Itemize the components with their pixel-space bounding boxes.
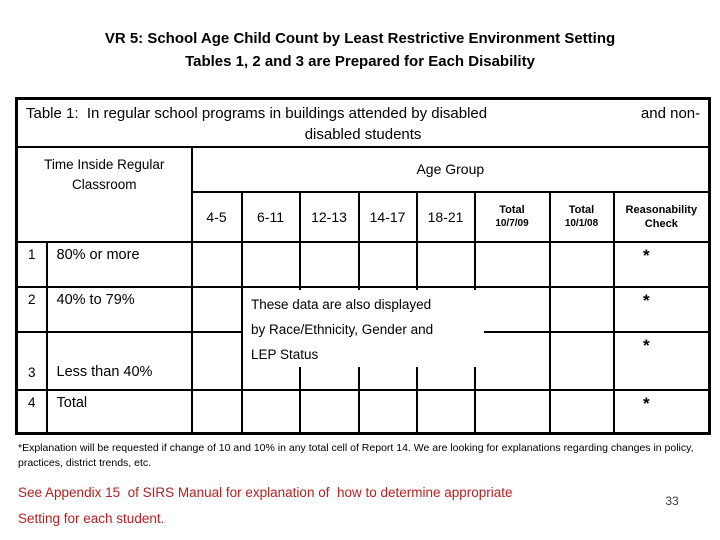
slide-title-line-1: VR 5: School Age Child Count by Least Re… xyxy=(104,30,616,47)
row-number: 1 xyxy=(15,240,48,288)
appendix-note: See Appendix 15 of SIRS Manual for expla… xyxy=(18,480,658,532)
row-axis-header: Time Inside Regular Classroom xyxy=(15,145,193,243)
data-cell-empty xyxy=(548,330,615,391)
data-cell-empty xyxy=(240,240,301,288)
col-header-total-current: Total 10/7/09 xyxy=(473,190,551,243)
data-cell-empty xyxy=(548,240,615,288)
data-cell-empty xyxy=(190,330,243,391)
col-header-4-5: 4-5 xyxy=(190,190,243,243)
row-label-less-than-40: Less than 40% xyxy=(45,330,193,391)
col-header-12-13: 12-13 xyxy=(298,190,360,243)
table-row: 4 Total * xyxy=(15,388,711,435)
row-number: 4 xyxy=(15,388,48,435)
row-number: 2 xyxy=(15,285,48,333)
reasonability-flag: * xyxy=(612,285,711,333)
col-header-14-17: 14-17 xyxy=(357,190,418,243)
overlay-note-race-ethnicity: These data are also displayed by Race/Et… xyxy=(243,290,484,367)
data-cell-empty xyxy=(357,240,418,288)
reasonability-flag: * xyxy=(612,388,711,435)
table-caption-left: Table 1: In regular school programs in b… xyxy=(26,105,488,122)
data-cell-empty xyxy=(548,285,615,333)
row-label-80-or-more: 80% or more xyxy=(45,240,193,288)
col-header-reasonability-check: Reasonability Check xyxy=(612,190,711,243)
data-cell-empty xyxy=(357,388,418,435)
overlay-note-line-3: LEP Status xyxy=(251,347,319,362)
data-cell-empty xyxy=(415,388,476,435)
data-cell-empty xyxy=(473,388,551,435)
appendix-note-line-2: Setting for each student. xyxy=(18,511,165,526)
col-header-total-prior: Total 10/1/08 xyxy=(548,190,615,243)
data-cell-empty xyxy=(190,240,243,288)
total-date: 10/7/09 xyxy=(495,217,529,229)
col-header-6-11: 6-11 xyxy=(240,190,301,243)
data-cell-empty xyxy=(548,388,615,435)
data-cell-empty xyxy=(415,240,476,288)
slide-title-line-2: Tables 1, 2 and 3 are Prepared for Each … xyxy=(185,53,535,70)
slide-title: VR 5: School Age Child Count by Least Re… xyxy=(0,27,720,73)
lre-table: Table 1: In regular school programs in b… xyxy=(15,97,712,435)
reasonability-flag: * xyxy=(612,330,711,391)
data-cell-empty xyxy=(240,388,301,435)
table-caption-line-1: Table 1: In regular school programs in b… xyxy=(26,103,700,124)
col-axis-header-age-group: Age Group xyxy=(190,145,711,193)
data-cell-empty xyxy=(473,330,551,391)
table-row: 1 80% or more * xyxy=(15,240,711,288)
table-caption-line-2: disabled students xyxy=(304,126,422,143)
data-cell-empty xyxy=(298,388,360,435)
appendix-note-line-1: See Appendix 15 of SIRS Manual for expla… xyxy=(18,485,513,500)
data-cell-empty xyxy=(473,285,551,333)
total-label: Total xyxy=(499,203,525,216)
table-caption-right: and non- xyxy=(640,105,701,122)
data-cell-empty xyxy=(298,240,360,288)
page-number: 33 xyxy=(665,494,679,508)
table-caption: Table 1: In regular school programs in b… xyxy=(15,97,711,148)
explanation-footnote: *Explanation will be requested if change… xyxy=(18,442,694,469)
overlay-note-line-1: These data are also displayed xyxy=(251,297,432,312)
data-cell-empty xyxy=(473,240,551,288)
reasonability-flag: * xyxy=(612,240,711,288)
data-cell-empty xyxy=(190,285,243,333)
total-date: 10/1/08 xyxy=(564,217,599,229)
lre-table-1: Table 1: In regular school programs in b… xyxy=(15,97,712,435)
row-label-40-to-79: 40% to 79% xyxy=(45,285,193,333)
row-label-total: Total xyxy=(45,388,193,435)
overlay-note-line-2: by Race/Ethnicity, Gender and xyxy=(251,322,434,337)
row-number: 3 xyxy=(15,330,48,391)
col-header-18-21: 18-21 xyxy=(415,190,476,243)
table-row: 3 Less than 40% * xyxy=(15,330,711,391)
data-cell-empty xyxy=(190,388,243,435)
total-label: Total xyxy=(568,203,595,216)
